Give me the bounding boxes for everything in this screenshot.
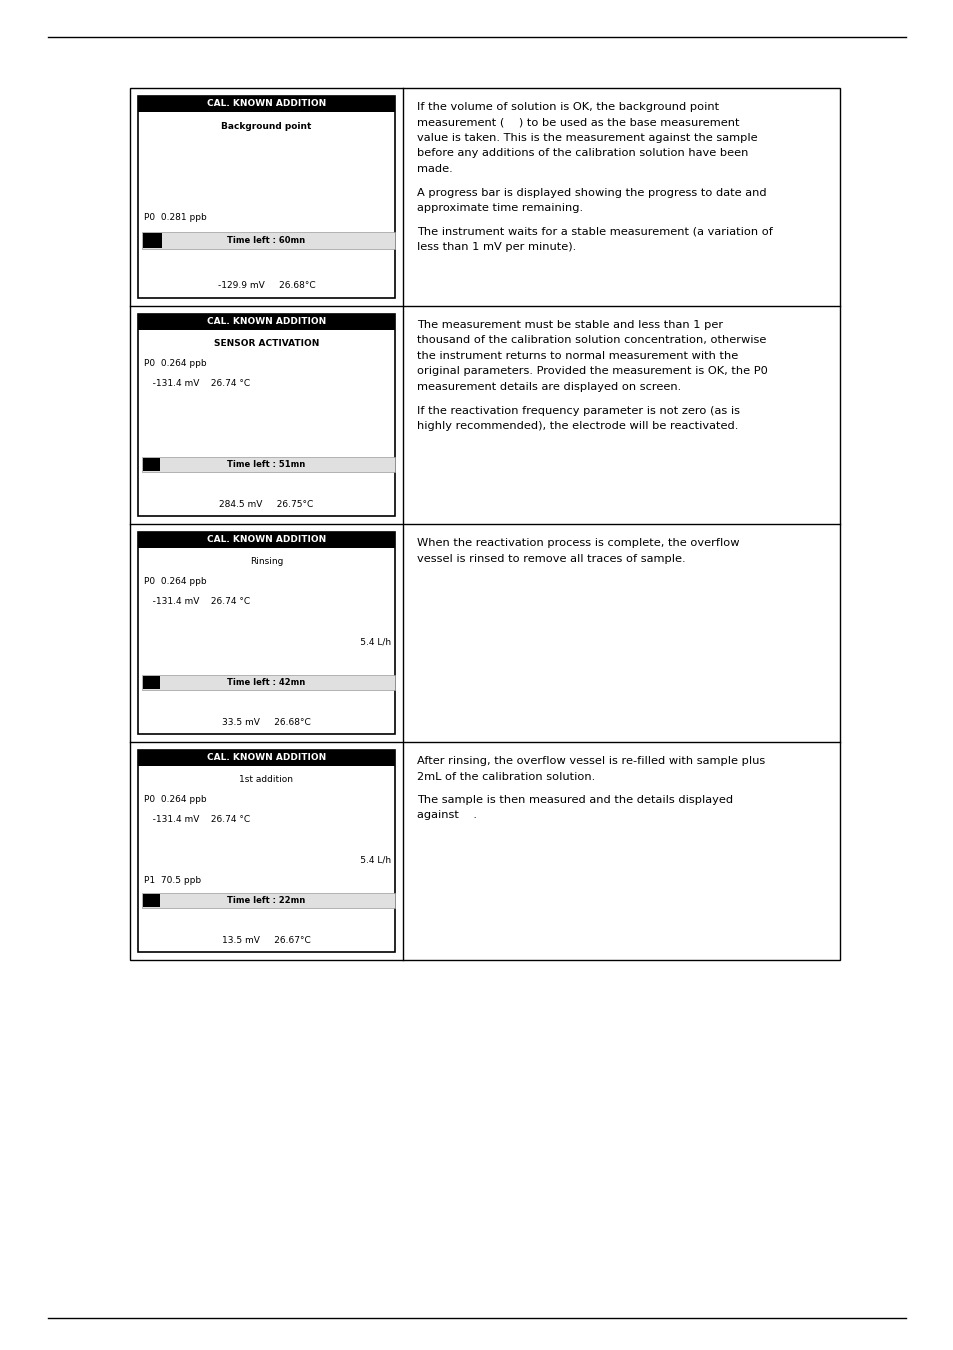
Text: P0  0.264 ppb: P0 0.264 ppb xyxy=(144,795,207,803)
Text: P0  0.281 ppb: P0 0.281 ppb xyxy=(144,213,207,221)
Text: Time left : 42mn: Time left : 42mn xyxy=(227,678,305,687)
Bar xyxy=(138,96,395,112)
Bar xyxy=(142,892,395,909)
Text: approximate time remaining.: approximate time remaining. xyxy=(416,202,582,213)
Text: -131.4 mV    26.74 °C: -131.4 mV 26.74 °C xyxy=(144,815,250,824)
Text: -131.4 mV    26.74 °C: -131.4 mV 26.74 °C xyxy=(144,597,250,606)
Text: before any additions of the calibration solution have been: before any additions of the calibration … xyxy=(416,148,747,158)
Bar xyxy=(138,751,395,765)
Text: P0  0.264 ppb: P0 0.264 ppb xyxy=(144,359,207,367)
Text: If the reactivation frequency parameter is not zero (as is: If the reactivation frequency parameter … xyxy=(416,405,740,416)
Text: Time left : 60mn: Time left : 60mn xyxy=(227,236,305,244)
Bar xyxy=(138,96,395,298)
Text: After rinsing, the overflow vessel is re-filled with sample plus: After rinsing, the overflow vessel is re… xyxy=(416,756,764,765)
Text: made.: made. xyxy=(416,163,453,174)
Text: 5.4 L/h: 5.4 L/h xyxy=(274,637,391,647)
Text: When the reactivation process is complete, the overflow: When the reactivation process is complet… xyxy=(416,539,739,548)
Text: 1st addition: 1st addition xyxy=(239,775,294,783)
Text: vessel is rinsed to remove all traces of sample.: vessel is rinsed to remove all traces of… xyxy=(416,554,685,563)
Bar xyxy=(142,232,395,248)
Text: 2mL of the calibration solution.: 2mL of the calibration solution. xyxy=(416,771,595,782)
Text: The instrument waits for a stable measurement (a variation of: The instrument waits for a stable measur… xyxy=(416,227,772,236)
Bar xyxy=(138,532,395,734)
Text: Time left : 22mn: Time left : 22mn xyxy=(227,896,305,905)
Text: highly recommended), the electrode will be reactivated.: highly recommended), the electrode will … xyxy=(416,421,738,431)
Bar xyxy=(138,751,395,952)
Bar xyxy=(143,894,159,907)
Text: SENSOR ACTIVATION: SENSOR ACTIVATION xyxy=(213,339,319,348)
Text: CAL. KNOWN ADDITION: CAL. KNOWN ADDITION xyxy=(207,536,326,544)
Text: P1  70.5 ppb: P1 70.5 ppb xyxy=(144,876,201,884)
Text: A progress bar is displayed showing the progress to date and: A progress bar is displayed showing the … xyxy=(416,188,766,197)
Bar xyxy=(142,456,395,472)
Bar xyxy=(143,675,159,690)
Text: If the volume of solution is OK, the background point: If the volume of solution is OK, the bac… xyxy=(416,103,719,112)
Bar xyxy=(138,532,395,548)
Bar xyxy=(138,315,395,516)
Text: Rinsing: Rinsing xyxy=(250,556,283,566)
Text: The measurement must be stable and less than 1 per: The measurement must be stable and less … xyxy=(416,320,722,329)
Text: value is taken. This is the measurement against the sample: value is taken. This is the measurement … xyxy=(416,134,757,143)
Text: 13.5 mV     26.67°C: 13.5 mV 26.67°C xyxy=(222,937,311,945)
Text: less than 1 mV per minute).: less than 1 mV per minute). xyxy=(416,242,576,252)
Text: CAL. KNOWN ADDITION: CAL. KNOWN ADDITION xyxy=(207,753,326,763)
Text: -129.9 mV     26.68°C: -129.9 mV 26.68°C xyxy=(217,281,315,290)
Text: CAL. KNOWN ADDITION: CAL. KNOWN ADDITION xyxy=(207,317,326,327)
Bar xyxy=(130,88,840,960)
Bar xyxy=(143,232,162,248)
Text: The sample is then measured and the details displayed: The sample is then measured and the deta… xyxy=(416,795,732,805)
Text: -131.4 mV    26.74 °C: -131.4 mV 26.74 °C xyxy=(144,379,250,387)
Bar xyxy=(142,675,395,690)
Text: P0  0.264 ppb: P0 0.264 ppb xyxy=(144,576,207,586)
Bar xyxy=(138,315,395,329)
Text: the instrument returns to normal measurement with the: the instrument returns to normal measure… xyxy=(416,351,738,360)
Text: 33.5 mV     26.68°C: 33.5 mV 26.68°C xyxy=(222,718,311,728)
Text: CAL. KNOWN ADDITION: CAL. KNOWN ADDITION xyxy=(207,100,326,108)
Text: Background point: Background point xyxy=(221,123,312,131)
Text: thousand of the calibration solution concentration, otherwise: thousand of the calibration solution con… xyxy=(416,336,765,346)
Text: against    .: against . xyxy=(416,810,476,821)
Text: measurement details are displayed on screen.: measurement details are displayed on scr… xyxy=(416,382,680,391)
Text: 284.5 mV     26.75°C: 284.5 mV 26.75°C xyxy=(219,501,314,509)
Bar xyxy=(143,458,159,471)
Text: Time left : 51mn: Time left : 51mn xyxy=(227,460,305,468)
Text: original parameters. Provided the measurement is OK, the P0: original parameters. Provided the measur… xyxy=(416,366,767,377)
Text: 5.4 L/h: 5.4 L/h xyxy=(274,856,391,864)
Text: measurement (    ) to be used as the base measurement: measurement ( ) to be used as the base m… xyxy=(416,117,739,127)
